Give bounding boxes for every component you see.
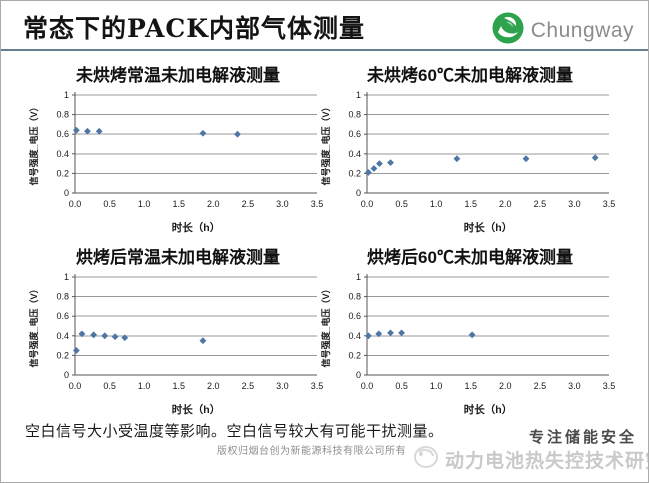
svg-text:0.4: 0.4 xyxy=(56,149,69,159)
svg-text:信号强度_电压（V）: 信号强度_电压（V） xyxy=(320,284,331,367)
svg-text:3.0: 3.0 xyxy=(568,199,581,209)
svg-text:0.6: 0.6 xyxy=(348,129,361,139)
svg-text:0.2: 0.2 xyxy=(56,350,69,360)
svg-text:3.5: 3.5 xyxy=(603,199,616,209)
svg-text:时长（h）: 时长（h） xyxy=(172,403,220,416)
svg-text:0.0: 0.0 xyxy=(69,381,82,391)
footer-brand-row: 动力电池热失控技术研究 xyxy=(411,444,649,475)
svg-text:2.0: 2.0 xyxy=(499,199,512,209)
svg-text:信号强度_电压（V）: 信号强度_电压（V） xyxy=(28,102,39,185)
svg-text:0.8: 0.8 xyxy=(348,292,361,302)
svg-text:2.5: 2.5 xyxy=(534,381,547,391)
swirl-logo-icon xyxy=(411,444,441,475)
svg-text:2.0: 2.0 xyxy=(499,381,512,391)
svg-text:1.5: 1.5 xyxy=(464,199,477,209)
svg-text:2.5: 2.5 xyxy=(242,199,255,209)
svg-text:2.5: 2.5 xyxy=(242,381,255,391)
svg-text:时长（h）: 时长（h） xyxy=(172,221,220,234)
svg-text:3.5: 3.5 xyxy=(311,199,324,209)
header-divider xyxy=(1,49,648,51)
svg-text:0.5: 0.5 xyxy=(395,199,408,209)
chart-baked-room-temp: 烘烤后常温未加电解液测量 0 0.2 0.4 0.6 0.8 1 0.0 0.5 1.0 1.5 2… xyxy=(27,245,329,421)
copyright-watermark: 版权归烟台创为新能源科技有限公司所有 xyxy=(217,446,406,457)
svg-text:3.5: 3.5 xyxy=(311,381,324,391)
chart-baked-60c: 烘烤后60℃未加电解液测量 0 0.2 0.4 0.6 0.8 1 0.0 0.5 1.0 1.5… xyxy=(319,245,621,421)
svg-text:1.0: 1.0 xyxy=(138,381,151,391)
svg-text:1.0: 1.0 xyxy=(138,199,151,209)
svg-text:3.0: 3.0 xyxy=(276,199,289,209)
slogan-text: 专注储能安全 xyxy=(529,428,638,446)
research-brand-text: 动力电池热失控技术研究 xyxy=(445,451,649,472)
svg-text:2.0: 2.0 xyxy=(207,199,220,209)
chart-plot-area: 0 0.2 0.4 0.6 0.8 1 0.0 0.5 1.0 1.5 2.0 2.5 3.0 3.5 时长… xyxy=(27,89,329,239)
svg-text:0.0: 0.0 xyxy=(361,199,374,209)
svg-text:0.0: 0.0 xyxy=(69,199,82,209)
svg-text:0: 0 xyxy=(356,188,361,198)
svg-text:2.5: 2.5 xyxy=(534,199,547,209)
svg-text:0.5: 0.5 xyxy=(395,381,408,391)
svg-text:0: 0 xyxy=(356,370,361,380)
svg-text:0.5: 0.5 xyxy=(103,199,116,209)
brand-name: Chungway xyxy=(530,18,634,42)
svg-text:0: 0 xyxy=(64,188,69,198)
svg-text:0.8: 0.8 xyxy=(348,110,361,120)
svg-text:0.2: 0.2 xyxy=(348,350,361,360)
svg-text:时长（h）: 时长（h） xyxy=(464,403,512,416)
svg-text:1.0: 1.0 xyxy=(430,199,443,209)
chart-plot-area: 0 0.2 0.4 0.6 0.8 1 0.0 0.5 1.0 1.5 2.0 2.5 3.0 3.5 时长… xyxy=(319,89,621,239)
chungway-leaf-icon xyxy=(491,11,525,50)
svg-text:2.0: 2.0 xyxy=(207,381,220,391)
chart-title: 未烘烤60℃未加电解液测量 xyxy=(367,66,573,85)
svg-text:1.0: 1.0 xyxy=(430,381,443,391)
svg-text:0.6: 0.6 xyxy=(56,129,69,139)
svg-text:0: 0 xyxy=(64,370,69,380)
svg-text:0.6: 0.6 xyxy=(56,311,69,321)
svg-text:1: 1 xyxy=(64,90,69,100)
svg-text:3.5: 3.5 xyxy=(603,381,616,391)
chart-title: 烘烤后常温未加电解液测量 xyxy=(76,248,280,267)
svg-text:3.0: 3.0 xyxy=(568,381,581,391)
svg-text:1: 1 xyxy=(64,272,69,282)
svg-text:0.4: 0.4 xyxy=(348,331,361,341)
chart-unbaked-room-temp: 未烘烤常温未加电解液测量 0 0.2 0.4 0.6 0.8 1 0.0 0.5 1.0 1.5 2… xyxy=(27,63,329,239)
chart-plot-area: 0 0.2 0.4 0.6 0.8 1 0.0 0.5 1.0 1.5 2.0 2.5 3.0 3.5 时长… xyxy=(27,271,329,421)
svg-text:时长（h）: 时长（h） xyxy=(464,221,512,234)
chart-plot-area: 0 0.2 0.4 0.6 0.8 1 0.0 0.5 1.0 1.5 2.0 2.5 3.0 3.5 时长… xyxy=(319,271,621,421)
chart-title: 未烘烤常温未加电解液测量 xyxy=(76,66,280,85)
svg-text:0.2: 0.2 xyxy=(348,168,361,178)
svg-text:1: 1 xyxy=(356,90,361,100)
chart-unbaked-60c: 未烘烤60℃未加电解液测量 0 0.2 0.4 0.6 0.8 1 0.0 0.5 1.0 1.5… xyxy=(319,63,621,239)
page-title: 常态下的PACK内部气体测量 xyxy=(23,14,366,43)
svg-text:信号强度_电压（V）: 信号强度_电压（V） xyxy=(320,102,331,185)
brand-logo: Chungway xyxy=(491,11,634,50)
svg-text:0.2: 0.2 xyxy=(56,168,69,178)
footer-note: 空白信号大小受温度等影响。空白信号较大有可能干扰测量。 xyxy=(25,423,444,440)
svg-text:0.6: 0.6 xyxy=(348,311,361,321)
svg-text:0.8: 0.8 xyxy=(56,292,69,302)
svg-text:1.5: 1.5 xyxy=(464,381,477,391)
svg-text:1.5: 1.5 xyxy=(172,381,185,391)
svg-text:0.0: 0.0 xyxy=(361,381,374,391)
svg-text:0.5: 0.5 xyxy=(103,381,116,391)
svg-text:1: 1 xyxy=(356,272,361,282)
svg-text:0.4: 0.4 xyxy=(56,331,69,341)
svg-text:3.0: 3.0 xyxy=(276,381,289,391)
svg-text:1.5: 1.5 xyxy=(172,199,185,209)
svg-text:0.4: 0.4 xyxy=(348,149,361,159)
svg-text:0.8: 0.8 xyxy=(56,110,69,120)
svg-text:信号强度_电压（V）: 信号强度_电压（V） xyxy=(28,284,39,367)
chart-title: 烘烤后60℃未加电解液测量 xyxy=(367,248,573,267)
